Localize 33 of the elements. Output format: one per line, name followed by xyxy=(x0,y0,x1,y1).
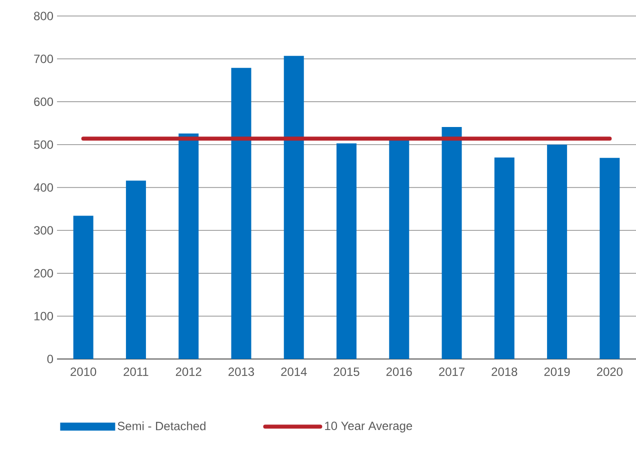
bar xyxy=(389,139,410,359)
x-tick-label: 2020 xyxy=(596,368,623,376)
y-tick-label: 200 xyxy=(34,269,54,278)
y-tick-label: 700 xyxy=(34,54,54,64)
x-tick-label: 2015 xyxy=(334,368,360,376)
y-tick-label: 300 xyxy=(34,226,54,235)
x-tick-label: 2011 xyxy=(124,368,148,376)
x-tick-label: 2010 xyxy=(70,368,96,376)
y-tick-label: 500 xyxy=(34,140,54,149)
bar xyxy=(336,143,357,359)
x-tick-label: 2018 xyxy=(492,368,518,376)
bar xyxy=(442,127,462,359)
x-tick-label: 2019 xyxy=(544,368,570,376)
x-tick-label: 2012 xyxy=(176,368,202,376)
bar xyxy=(547,144,568,359)
x-tick-label: 2013 xyxy=(228,368,254,376)
legend-label: 10 Year Average xyxy=(325,422,412,432)
bar xyxy=(231,68,252,359)
y-tick-label: 100 xyxy=(34,312,54,320)
bar xyxy=(494,157,514,359)
bar xyxy=(178,133,199,359)
y-tick-label: 800 xyxy=(34,12,54,20)
y-tick-label: 0 xyxy=(47,354,54,364)
bar xyxy=(73,216,94,359)
bar xyxy=(600,158,620,359)
bar xyxy=(126,180,146,359)
x-tick-label: 2014 xyxy=(281,368,307,376)
bar xyxy=(284,56,304,359)
y-tick-label: 600 xyxy=(34,98,54,106)
x-tick-label: 2016 xyxy=(386,368,412,376)
x-tick-label: 2017 xyxy=(439,368,464,376)
legend-label: Semi - Detached xyxy=(118,422,206,430)
y-tick-label: 400 xyxy=(34,183,54,192)
